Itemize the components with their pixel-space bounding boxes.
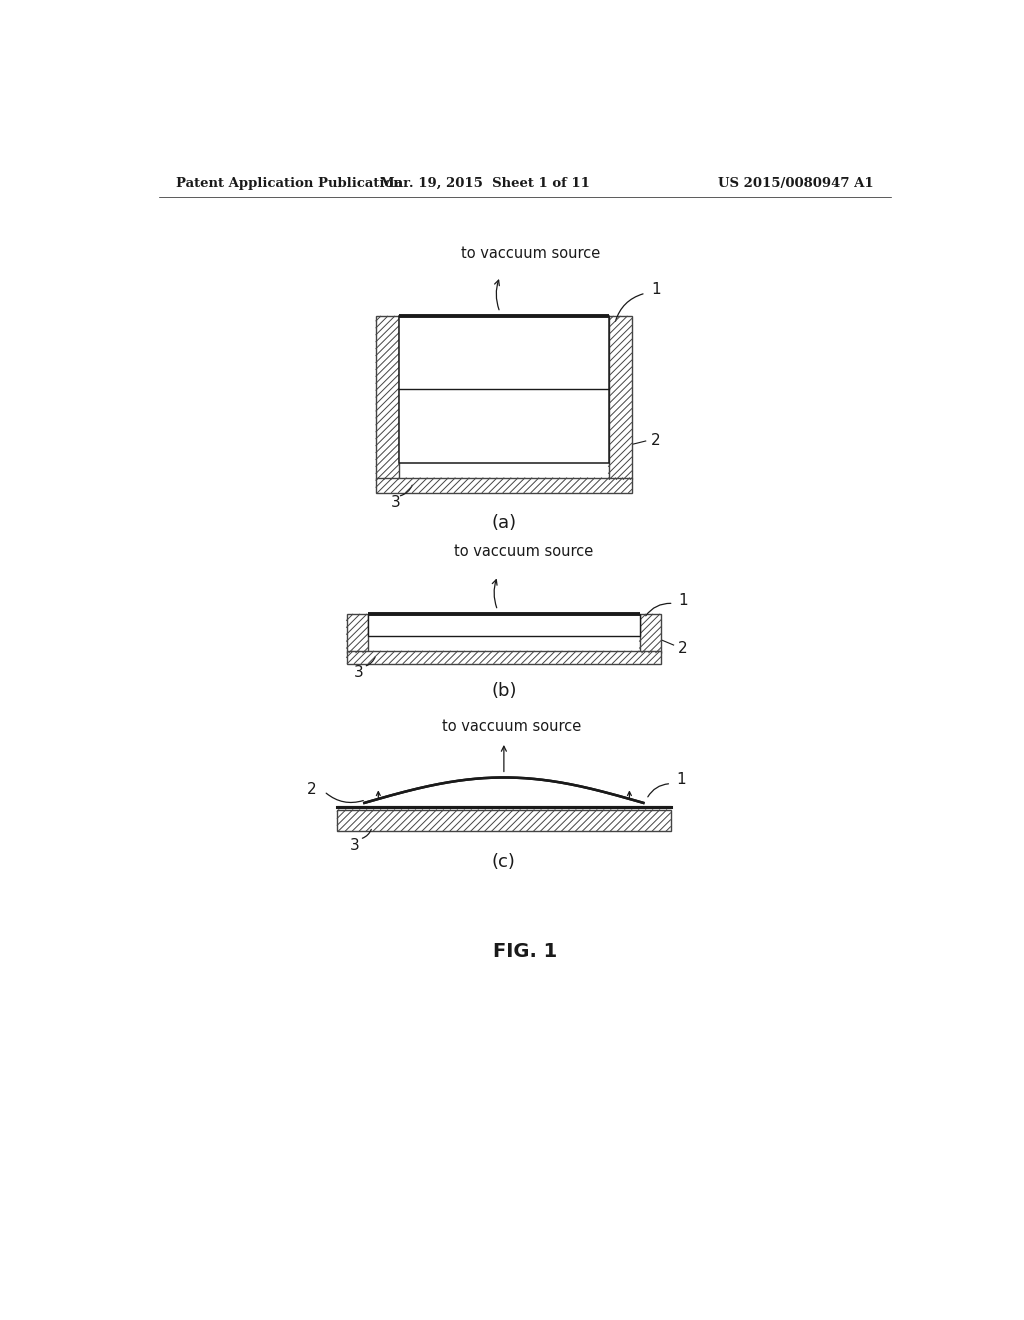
Bar: [640, 614, 662, 653]
Text: 3: 3: [350, 838, 360, 853]
Text: to vaccuum source: to vaccuum source: [454, 544, 593, 558]
Bar: [337, 810, 671, 832]
Text: to vaccuum source: to vaccuum source: [442, 719, 582, 734]
Bar: [346, 614, 369, 653]
Text: Patent Application Publication: Patent Application Publication: [176, 177, 402, 190]
Text: FIG. 1: FIG. 1: [493, 942, 557, 961]
Text: 2: 2: [678, 640, 688, 656]
Text: 1: 1: [676, 772, 685, 787]
Bar: [399, 317, 608, 462]
Bar: [608, 317, 632, 479]
Text: 2: 2: [651, 433, 660, 449]
Text: 2: 2: [307, 783, 316, 797]
Bar: [346, 651, 662, 664]
Text: 1: 1: [651, 281, 660, 297]
Polygon shape: [365, 777, 643, 807]
Text: Mar. 19, 2015  Sheet 1 of 11: Mar. 19, 2015 Sheet 1 of 11: [380, 177, 590, 190]
Bar: [369, 614, 640, 636]
Text: (a): (a): [492, 513, 516, 532]
Text: 3: 3: [354, 665, 364, 680]
Bar: [376, 317, 399, 479]
Text: 3: 3: [390, 495, 400, 510]
Text: 1: 1: [678, 593, 688, 609]
Text: US 2015/0080947 A1: US 2015/0080947 A1: [718, 177, 873, 190]
Bar: [376, 478, 632, 492]
Text: to vaccuum source: to vaccuum source: [462, 246, 601, 261]
Text: (c): (c): [492, 853, 516, 871]
Text: (b): (b): [492, 682, 517, 700]
